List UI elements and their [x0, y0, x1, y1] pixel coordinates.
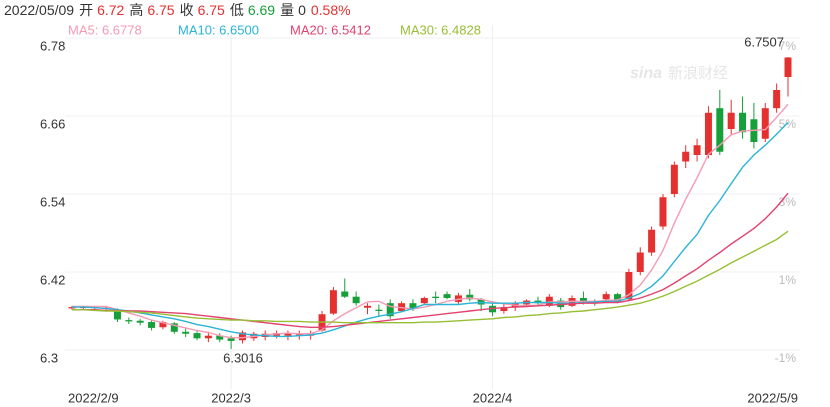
candle-body	[704, 112, 712, 155]
candle-body	[420, 298, 428, 304]
candle-body	[136, 320, 144, 323]
quote-label: 高	[129, 2, 143, 18]
candle-body	[227, 338, 235, 341]
y-tick-label: 6.78	[40, 38, 65, 53]
candle-body	[409, 303, 417, 309]
candle-body	[182, 331, 190, 334]
watermark-name: 新浪财经	[668, 65, 728, 82]
candle-body	[727, 112, 735, 129]
ma-line	[72, 192, 789, 328]
quote-label: 低	[230, 2, 244, 18]
x-tick-label: 2022/2/9	[68, 390, 119, 405]
candle-body	[148, 322, 156, 328]
candle-body	[682, 151, 690, 162]
quote-value: 6.75	[198, 2, 225, 18]
legend-entry: MA30: 6.4828	[400, 22, 481, 37]
candle-body	[579, 298, 587, 302]
candle-body	[216, 335, 224, 340]
ma-line	[72, 230, 789, 324]
candle-body	[238, 332, 246, 341]
quote-label: 量	[280, 2, 294, 18]
quote-change: 0.58%	[311, 2, 351, 18]
candle-body	[341, 291, 349, 297]
candle-body	[773, 90, 781, 109]
x-tick-label: 2022/5/9	[747, 390, 798, 405]
y-tick-label: 6.42	[40, 272, 65, 287]
y2-tick-label: -1%	[775, 351, 797, 365]
quote-value: 0	[298, 2, 306, 18]
ma-line	[72, 103, 789, 339]
candle-body	[466, 294, 474, 300]
candle-body	[443, 294, 451, 298]
watermark-brand: sina	[630, 65, 662, 82]
candle-body	[784, 57, 792, 77]
quote-label: 开	[79, 2, 93, 18]
min-label: 6.3016	[223, 350, 263, 365]
candle-body	[716, 108, 724, 152]
candle-body	[614, 294, 622, 302]
quote-label: 收	[180, 2, 194, 18]
y-tick-label: 6.66	[40, 116, 65, 131]
quote-value: 6.75	[147, 2, 174, 18]
candle-body	[648, 229, 656, 253]
x-tick-label: 2022/4	[473, 390, 513, 405]
quote-line: 2022/05/09 开 6.72 高 6.75 收 6.75 低 6.69 量 0 0.58%	[4, 2, 351, 18]
candle-body	[363, 305, 371, 308]
y2-tick-label: 7%	[779, 39, 797, 53]
quote-date: 2022/05/09	[4, 2, 74, 18]
quote-value: 6.69	[248, 2, 275, 18]
watermark: sina 新浪财经	[630, 65, 728, 82]
candle-body	[329, 290, 337, 314]
candle-body	[739, 112, 747, 133]
candle-body	[352, 296, 360, 304]
candle-body	[386, 303, 394, 317]
candle-body	[375, 309, 383, 311]
candle-body	[761, 108, 769, 139]
candle-body	[636, 252, 644, 272]
y-tick-label: 6.54	[40, 194, 65, 209]
candle-body	[625, 272, 633, 300]
candle-body	[170, 323, 178, 332]
candle-body	[432, 296, 440, 298]
candle-body	[670, 164, 678, 194]
legend-entry: MA5: 6.6778	[68, 22, 142, 37]
candle-body	[693, 145, 701, 155]
candle-body	[500, 307, 508, 311]
y2-tick-label: 1%	[779, 273, 797, 287]
candle-body	[602, 294, 610, 300]
quote-value: 6.72	[97, 2, 124, 18]
candle-body	[284, 333, 292, 336]
max-label: 6.7507	[744, 34, 784, 49]
y-tick-label: 6.3	[40, 350, 58, 365]
candle-body	[113, 309, 121, 320]
candle-body	[159, 322, 167, 328]
candle-body	[125, 320, 133, 322]
x-tick-label: 2022/3	[211, 390, 251, 405]
candle-body	[193, 333, 201, 339]
candle-body	[204, 335, 212, 339]
legend-entry: MA20: 6.5412	[290, 22, 371, 37]
legend-entry: MA10: 6.6500	[178, 22, 259, 37]
candle-body	[659, 197, 667, 227]
ma-line	[72, 122, 789, 338]
